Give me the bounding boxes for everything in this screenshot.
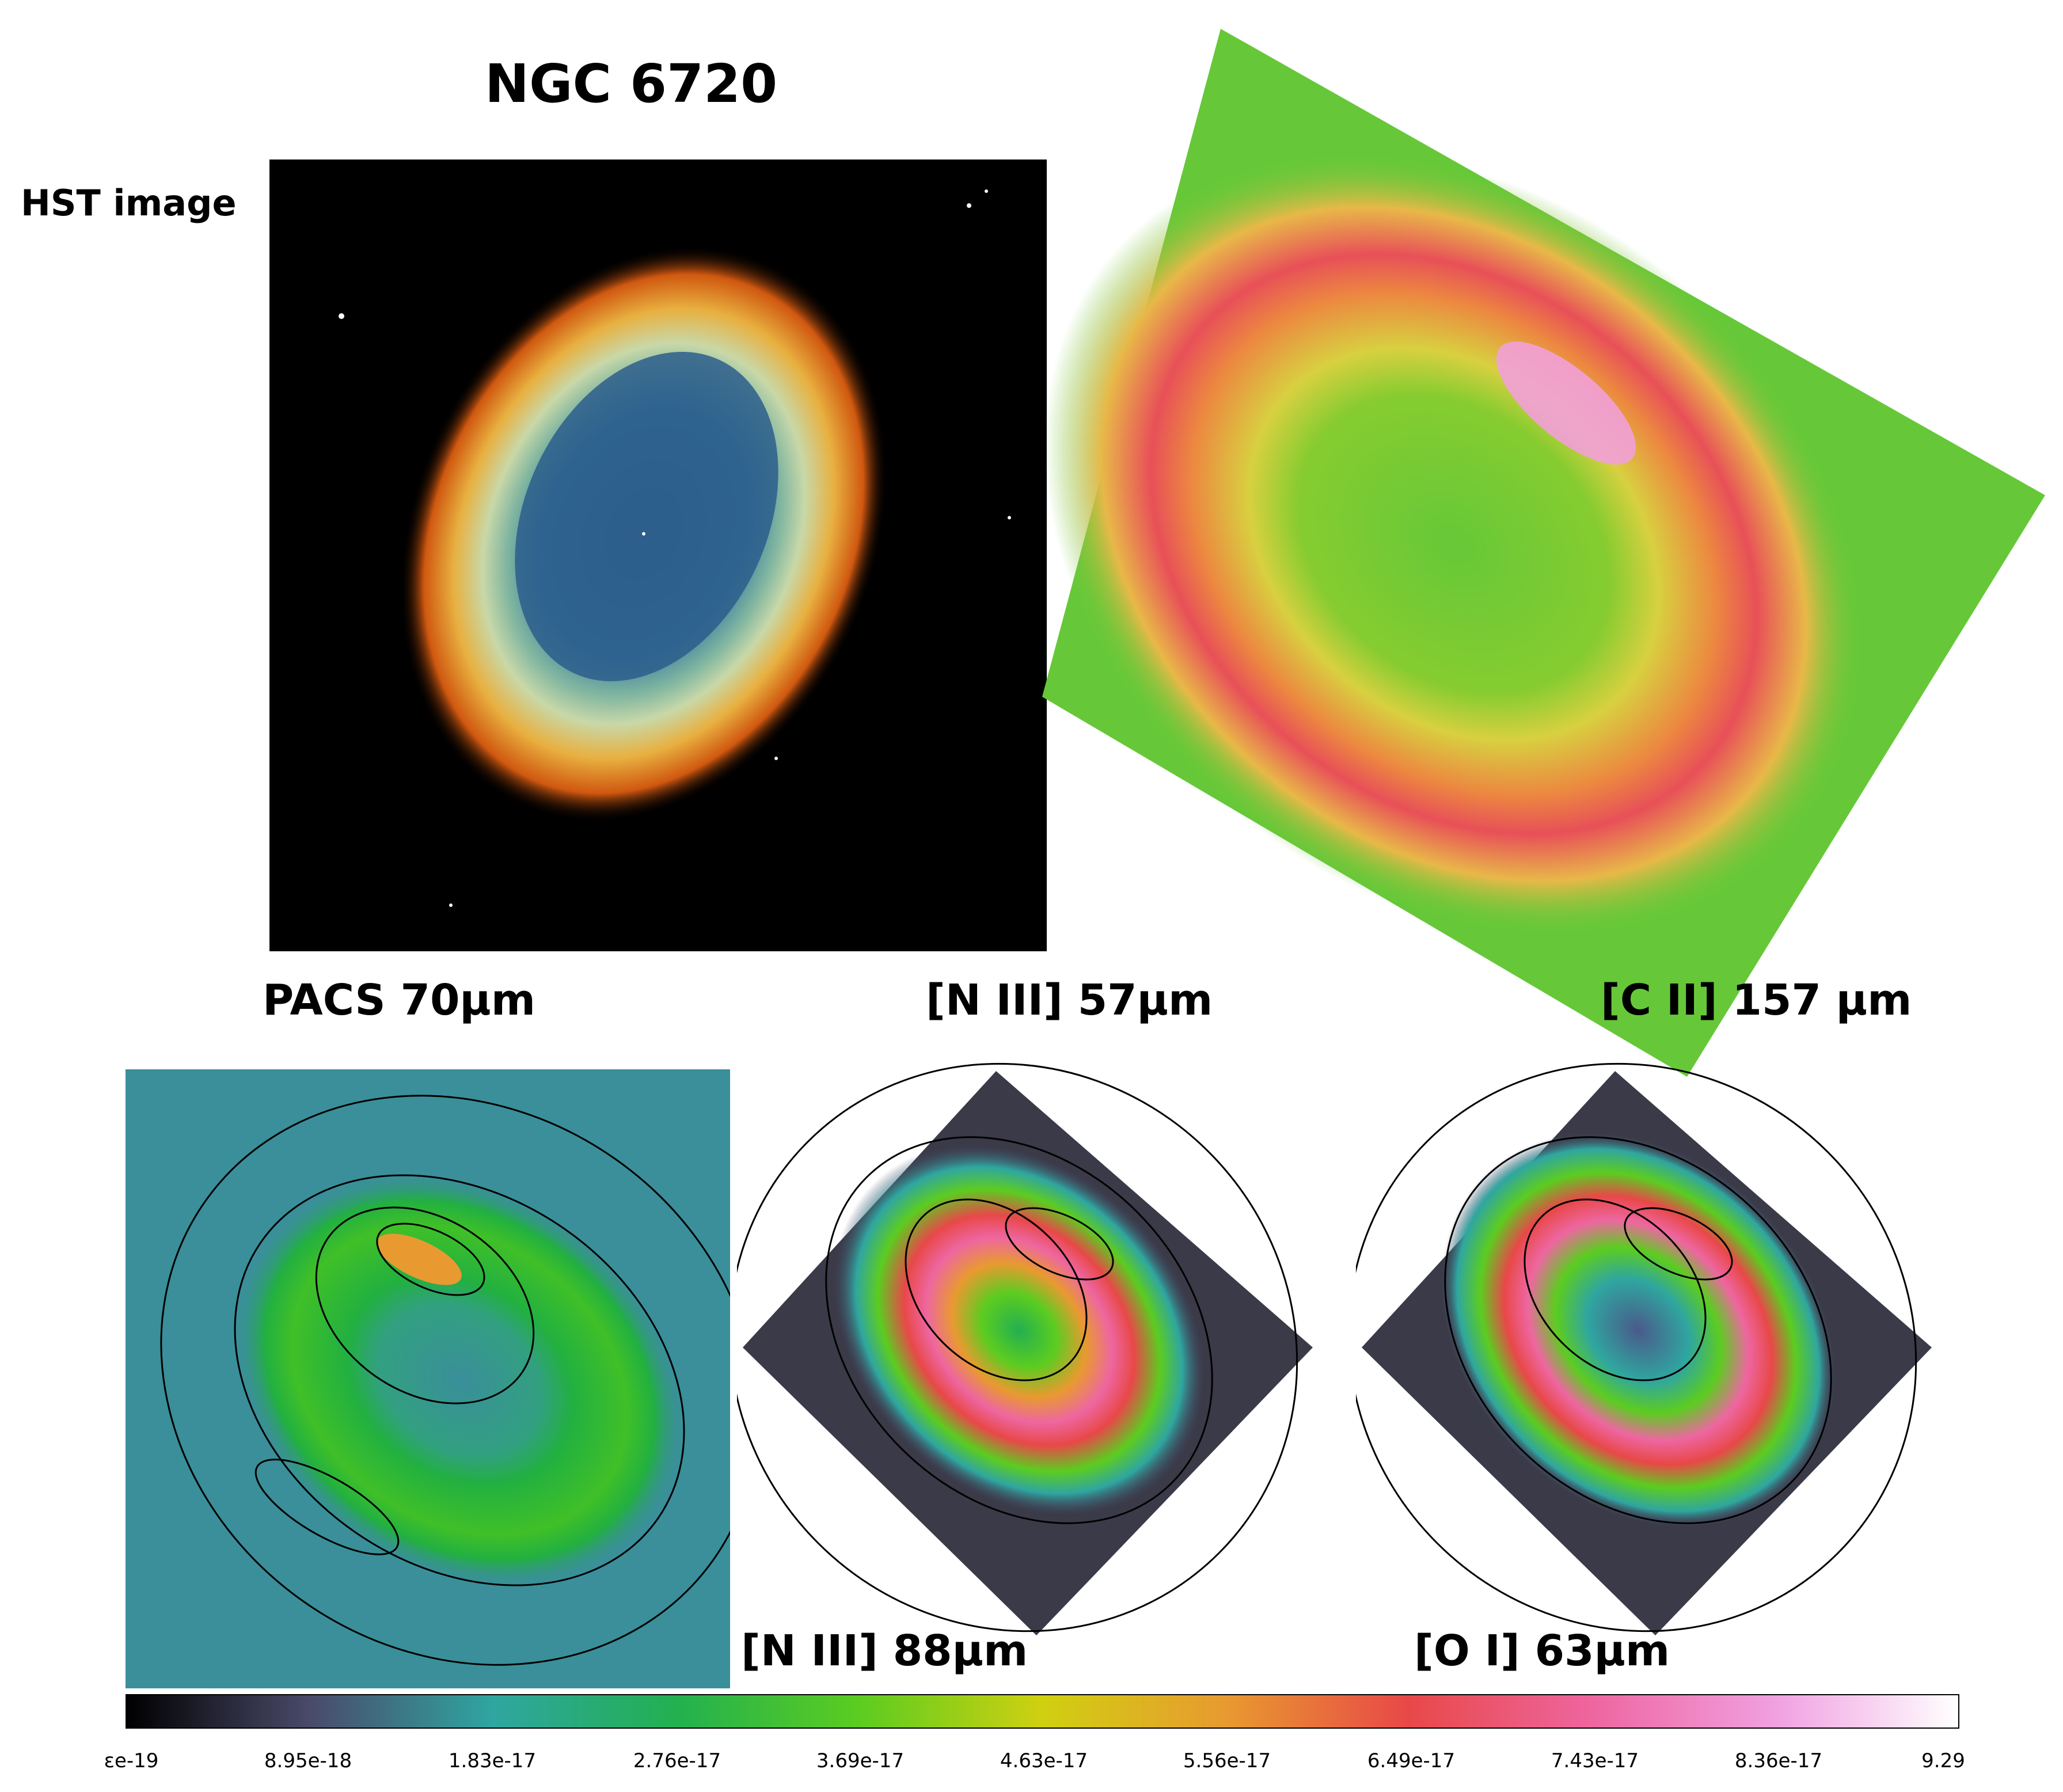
hst-image-label: HST image [21, 182, 237, 224]
pacs-peak-clump [377, 1233, 462, 1285]
n3-88-label: [N III] 88µm [741, 1626, 1028, 1676]
pacs-70-label: PACS 70µm [263, 975, 535, 1025]
n3-57-label: [N III] 57µm [926, 975, 1213, 1025]
pacs-contours [160, 1095, 730, 1666]
pacs-70-map [126, 1069, 730, 1688]
colorbar [126, 1694, 1959, 1729]
figure-title: NGC 6720 [485, 53, 778, 115]
oi-63-label: [O I] 63µm [1414, 1626, 1670, 1676]
colorbar-tick-label: 1.83e-17 [448, 1749, 537, 1772]
cii-bright-clump [1496, 341, 1636, 465]
star-field [339, 189, 1011, 907]
colorbar-tick-label: 2.76e-17 [633, 1749, 721, 1772]
colorbar-tick-label: 4.63e-17 [1000, 1749, 1088, 1772]
colorbar-tick-label: 8.36e-17 [1734, 1749, 1823, 1772]
ring-nebula-core [515, 351, 778, 682]
colorbar-tick-label: 9.29 [1921, 1749, 1965, 1772]
colorbar-tick-label: 6.49e-17 [1367, 1749, 1456, 1772]
n3-57-map [737, 1062, 1313, 1635]
hst-image-panel [269, 160, 1047, 951]
colorbar-tick-label: 8.95e-18 [264, 1749, 352, 1772]
colorbar-tick-label: 3.69e-17 [816, 1749, 905, 1772]
oi-contours [1356, 1062, 1917, 1632]
cii-ring-emission [1044, 152, 1864, 936]
cii-157-map [1042, 29, 2045, 1077]
oi-63-map [1356, 1062, 1932, 1635]
colorbar-tick-label: 5.56e-17 [1183, 1749, 1271, 1772]
n3-ring-emission [833, 1144, 1205, 1516]
colorbar-tick-label: ɛe-19 [104, 1749, 159, 1772]
n3-contours [737, 1062, 1298, 1632]
cii-157-label: [C II] 157 µm [1601, 975, 1912, 1025]
oi-ring-emission [1441, 1133, 1836, 1528]
colorbar-tick-label: 7.43e-17 [1551, 1749, 1639, 1772]
